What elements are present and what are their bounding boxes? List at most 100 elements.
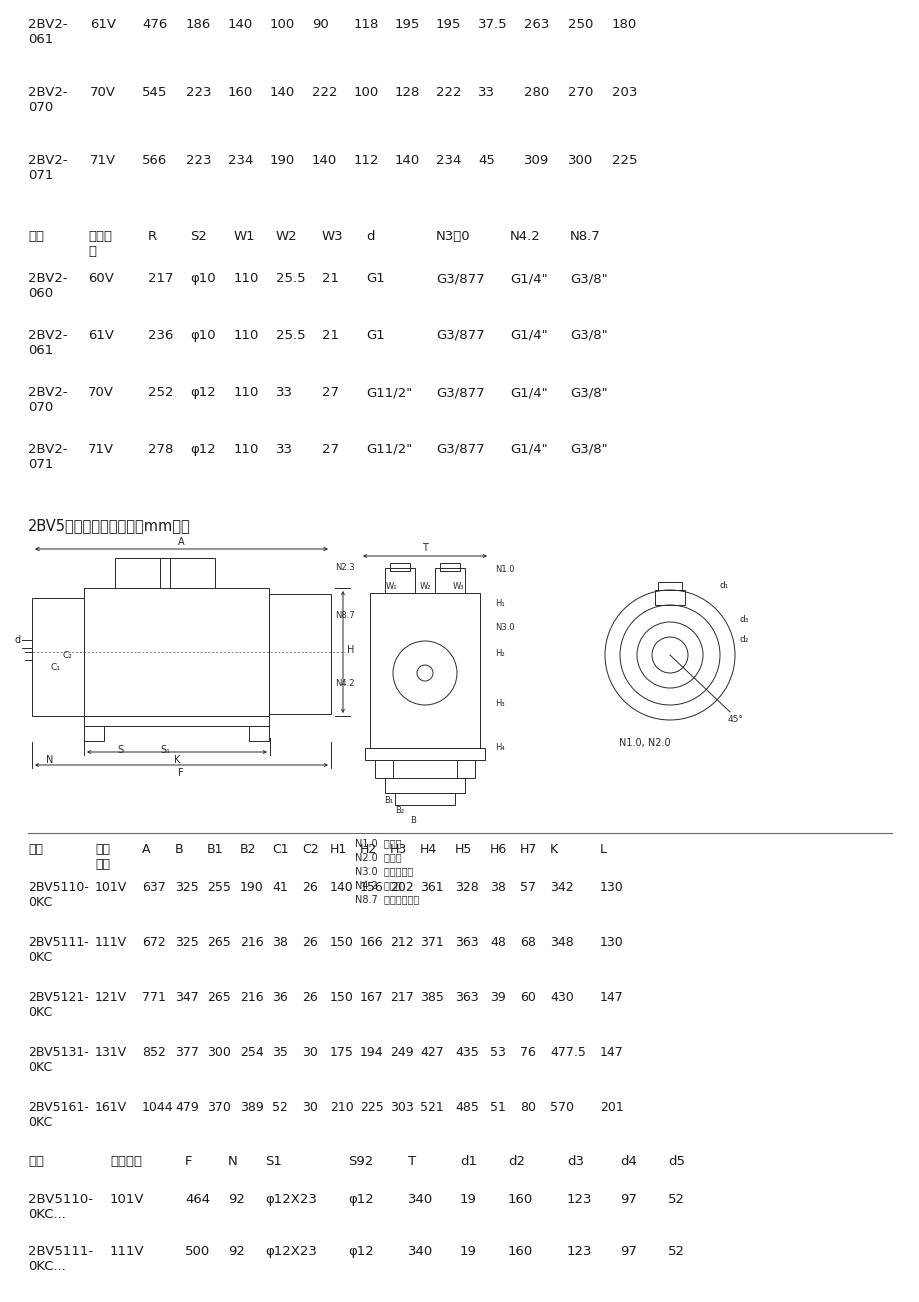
Text: H₃: H₃ [494, 698, 505, 707]
Text: 427: 427 [420, 1046, 443, 1059]
Text: W3: W3 [322, 230, 344, 243]
Text: 52: 52 [272, 1101, 288, 1115]
Text: B: B [410, 816, 415, 825]
Text: 201: 201 [599, 1101, 623, 1115]
Text: 309: 309 [524, 154, 549, 167]
Text: 566: 566 [142, 154, 167, 167]
Text: B1: B1 [207, 842, 223, 855]
Text: 71V: 71V [90, 154, 116, 167]
Text: W1: W1 [233, 230, 255, 243]
Text: 2BV2-
061: 2BV2- 061 [28, 18, 68, 46]
Text: 140: 140 [330, 881, 354, 894]
Bar [32, 598, 84, 716]
Text: 180: 180 [611, 18, 637, 31]
Text: 637: 637 [142, 881, 165, 894]
Bar [390, 562, 410, 572]
Text: 140: 140 [228, 18, 253, 31]
Text: K: K [174, 755, 180, 766]
Text: W₁: W₁ [386, 582, 397, 591]
Text: 128: 128 [394, 86, 420, 99]
Text: 61V: 61V [90, 18, 116, 31]
Text: 26: 26 [301, 881, 317, 894]
Text: G3/8": G3/8" [570, 385, 607, 398]
Text: 234: 234 [228, 154, 253, 167]
Text: 2BV5110-
0KC: 2BV5110- 0KC [28, 881, 89, 909]
Text: 21: 21 [322, 329, 338, 342]
Text: φ12: φ12 [347, 1245, 373, 1258]
Text: W₂: W₂ [419, 582, 430, 591]
Text: T: T [422, 543, 427, 553]
Text: 166: 166 [359, 936, 383, 949]
Text: 101V: 101V [110, 1193, 144, 1206]
Text: 2BV5110-
0KC...: 2BV5110- 0KC... [28, 1193, 93, 1221]
Text: 90: 90 [312, 18, 328, 31]
Text: 2BV2-
071: 2BV2- 071 [28, 154, 68, 182]
Text: 38: 38 [272, 936, 288, 949]
Text: N: N [46, 755, 53, 766]
Text: 61V: 61V [88, 329, 114, 342]
Text: 型号: 型号 [28, 230, 44, 243]
Text: 385: 385 [420, 991, 443, 1004]
Text: G3/877: G3/877 [436, 272, 484, 285]
Text: 130: 130 [599, 936, 623, 949]
Text: 68: 68 [519, 936, 535, 949]
Text: 250: 250 [567, 18, 593, 31]
Text: 25.5: 25.5 [276, 329, 305, 342]
Text: 147: 147 [599, 991, 623, 1004]
Text: φ10: φ10 [190, 329, 215, 342]
Text: C1: C1 [272, 842, 289, 855]
Text: 217: 217 [390, 991, 414, 1004]
Text: N8.7: N8.7 [335, 611, 355, 620]
Text: 363: 363 [455, 936, 478, 949]
Text: B₁: B₁ [383, 796, 392, 805]
Text: 278: 278 [148, 443, 173, 456]
Text: 147: 147 [599, 1046, 623, 1059]
Text: d1: d1 [460, 1155, 476, 1168]
Text: 303: 303 [390, 1101, 414, 1115]
Text: H: H [346, 644, 354, 655]
Text: 2BV5131-
0KC: 2BV5131- 0KC [28, 1046, 88, 1074]
Text: N: N [228, 1155, 237, 1168]
Bar [160, 559, 215, 589]
Bar [115, 559, 170, 589]
Text: 26: 26 [301, 991, 317, 1004]
Text: 485: 485 [455, 1101, 479, 1115]
Text: 53: 53 [490, 1046, 505, 1059]
Text: 2BV2-
070: 2BV2- 070 [28, 86, 68, 115]
Text: 70V: 70V [88, 385, 114, 398]
Text: φ10: φ10 [190, 272, 215, 285]
Text: 140: 140 [394, 154, 420, 167]
Text: 80: 80 [519, 1101, 536, 1115]
Text: N8.7  气蚀保护内管: N8.7 气蚀保护内管 [355, 894, 419, 904]
Text: 771: 771 [142, 991, 165, 1004]
Text: G1/4": G1/4" [509, 385, 547, 398]
Bar [384, 568, 414, 592]
Text: H5: H5 [455, 842, 471, 855]
Text: φ12X23: φ12X23 [265, 1245, 316, 1258]
Text: 39: 39 [490, 991, 505, 1004]
Text: 140: 140 [269, 86, 295, 99]
Text: N2.3: N2.3 [335, 564, 355, 573]
Text: 2BV5111-
0KC...: 2BV5111- 0KC... [28, 1245, 93, 1273]
Text: R: R [148, 230, 157, 243]
Text: 195: 195 [394, 18, 420, 31]
Text: 545: 545 [142, 86, 167, 99]
Text: 500: 500 [185, 1245, 210, 1258]
Text: 2BV5外形尺寸图（单位：mm）：: 2BV5外形尺寸图（单位：mm）： [28, 518, 190, 533]
Text: 186: 186 [186, 18, 211, 31]
Text: 363: 363 [455, 991, 478, 1004]
Text: 194: 194 [359, 1046, 383, 1059]
Text: 222: 222 [436, 86, 461, 99]
Text: 27: 27 [322, 385, 338, 398]
Text: H6: H6 [490, 842, 506, 855]
Text: L: L [599, 842, 607, 855]
Text: G11/2": G11/2" [366, 385, 412, 398]
Text: 27: 27 [322, 443, 338, 456]
Bar [369, 592, 480, 749]
Text: H3: H3 [390, 842, 407, 855]
Text: 160: 160 [228, 86, 253, 99]
Bar [384, 779, 464, 793]
Text: 370: 370 [207, 1101, 231, 1115]
Text: G3/8": G3/8" [570, 329, 607, 342]
Text: 212: 212 [390, 936, 414, 949]
